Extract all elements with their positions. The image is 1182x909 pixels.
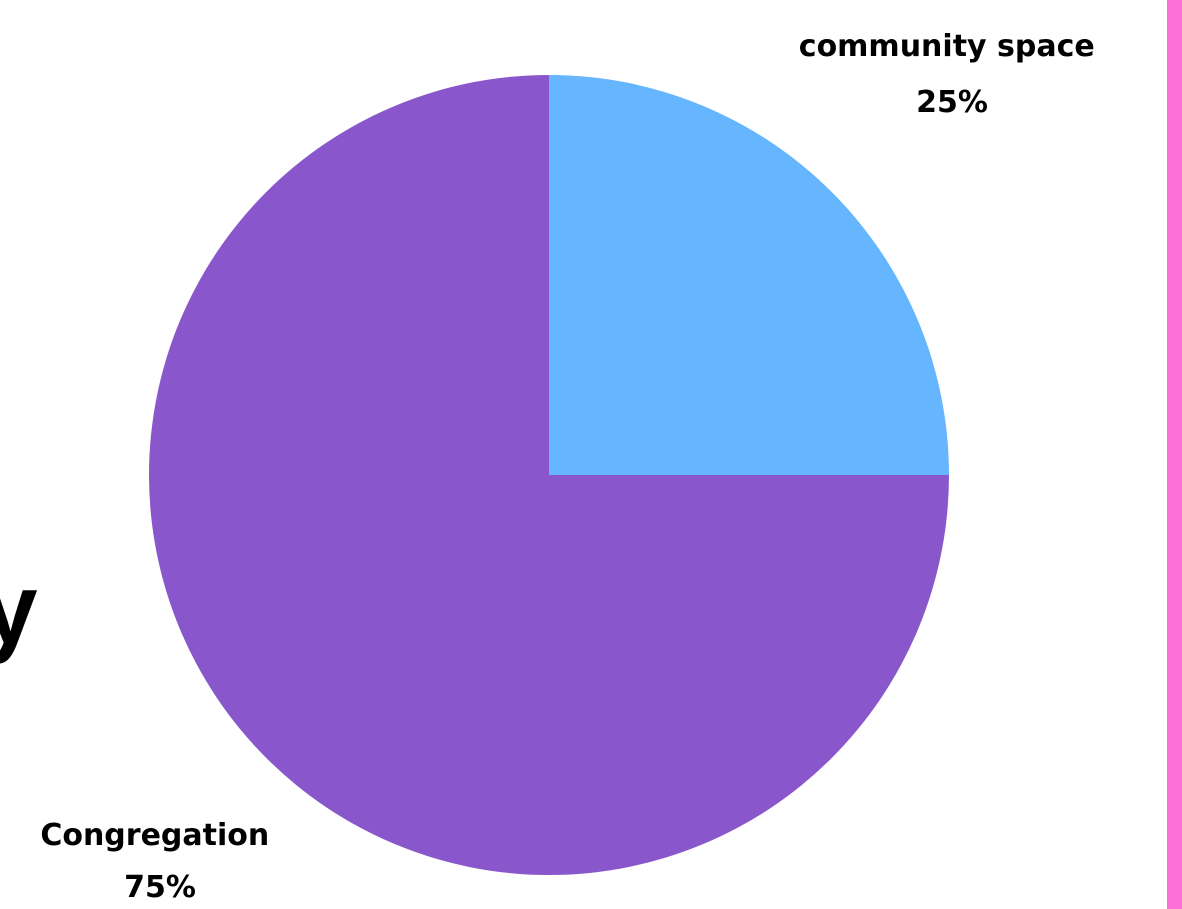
slice-value-congregation: 75% <box>124 870 196 905</box>
slice-label-congregation: Congregation 75% <box>40 818 279 905</box>
pie-slice-congregation <box>149 75 949 875</box>
partial-heading-text: y <box>0 553 38 665</box>
slice-label-community-space: community space 25% <box>799 29 1105 120</box>
slice-value-community-space: 25% <box>916 85 988 120</box>
accent-side-bar <box>1167 0 1182 909</box>
slice-name-community-space: community space <box>799 29 1095 64</box>
pie-slices <box>149 75 949 875</box>
slice-name-congregation: Congregation <box>40 818 269 853</box>
pie-slice-community-space <box>549 75 949 475</box>
